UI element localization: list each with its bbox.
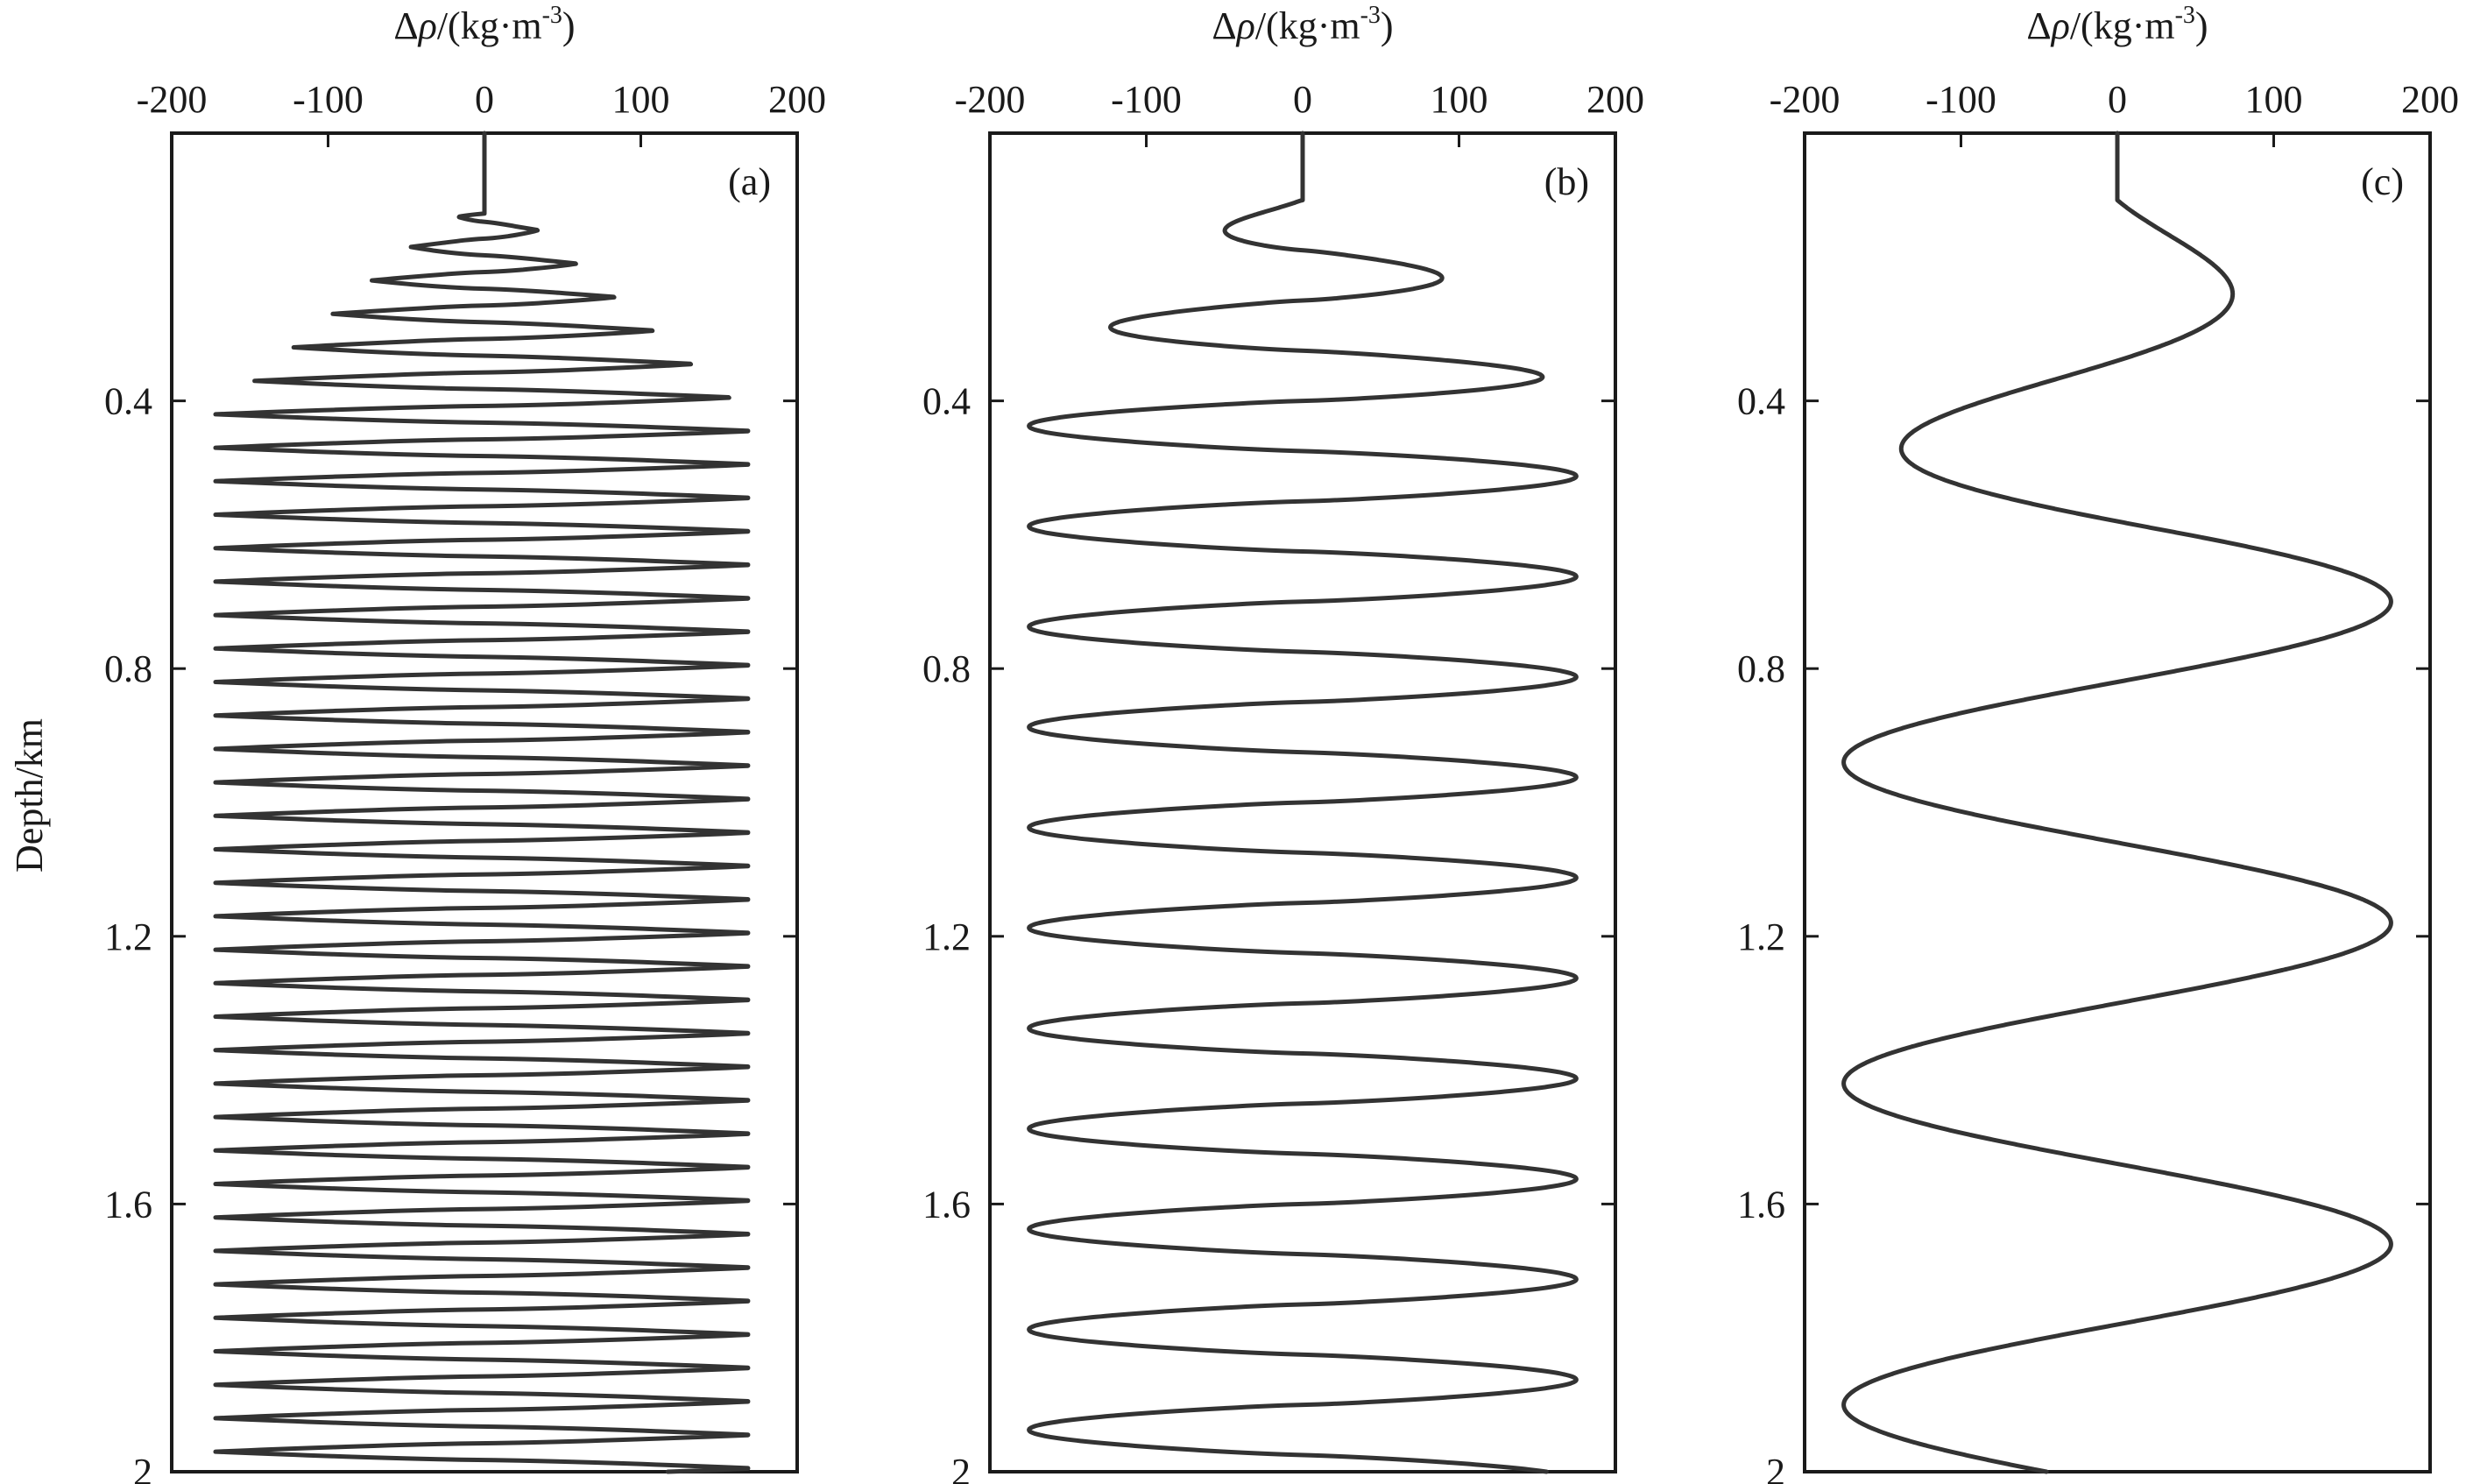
x-tick-label: 0 xyxy=(475,78,494,121)
y-tick-label: 1.6 xyxy=(922,1183,971,1226)
x-tick-label: -200 xyxy=(955,78,1026,121)
x-tick-label: -100 xyxy=(293,78,364,121)
panel-label: (a) xyxy=(728,160,771,203)
x-tick-label: -100 xyxy=(1111,78,1182,121)
y-tick-label: 0.4 xyxy=(104,380,152,423)
density-curve xyxy=(1027,131,1579,1474)
y-tick-label: 1.2 xyxy=(104,915,152,958)
panel-c: -200 -100 0 100 200 0.4 0.8 1.2 1.6 2 Δρ/(kg·m-3) (… xyxy=(1737,2,2459,1484)
x-axis-label: Δρ/(kg·m-3) xyxy=(1212,2,1393,47)
x-tick-label: -200 xyxy=(137,78,208,121)
x-tick-label: 100 xyxy=(1431,78,1488,121)
y-tick-label: 1.6 xyxy=(1737,1183,1785,1226)
x-tick-label: 0 xyxy=(2108,78,2127,121)
density-curve xyxy=(213,131,751,1474)
panel-label: (b) xyxy=(1544,160,1589,203)
y-tick-label: 0.4 xyxy=(1737,380,1785,423)
y-axis-label: Depth/km xyxy=(8,718,51,873)
x-axis-label: Δρ/(kg·m-3) xyxy=(2026,2,2208,47)
x-tick-label: 100 xyxy=(612,78,670,121)
panel-label: (c) xyxy=(2361,160,2404,203)
y-tick-label: 0.4 xyxy=(922,380,971,423)
y-tick-label: 2 xyxy=(133,1451,152,1484)
x-tick-label: 0 xyxy=(1293,78,1312,121)
y-tick-label: 0.8 xyxy=(922,647,971,690)
panel-a: -200 -100 0 100 200 0.4 0.8 1.2 1.6 2 Δρ/(kg·m-3) (… xyxy=(104,2,826,1484)
x-tick-label: 200 xyxy=(1586,78,1644,121)
density-curve xyxy=(1841,131,2393,1474)
y-tick-label: 0.8 xyxy=(1737,647,1785,690)
x-tick-label: 200 xyxy=(2401,78,2459,121)
x-tick-label: -200 xyxy=(1770,78,1841,121)
y-tick-label: 0.8 xyxy=(104,647,152,690)
panel-b: -200 -100 0 100 200 0.4 0.8 1.2 1.6 2 Δρ/(kg·m-3) (… xyxy=(922,2,1644,1484)
y-tick-label: 2 xyxy=(951,1451,971,1484)
y-tick-label: 1.2 xyxy=(922,915,971,958)
x-axis-label: Δρ/(kg·m-3) xyxy=(393,2,575,47)
y-tick-label: 1.6 xyxy=(104,1183,152,1226)
x-tick-label: -100 xyxy=(1925,78,1996,121)
x-tick-label: 100 xyxy=(2245,78,2303,121)
x-tick-label: 200 xyxy=(768,78,826,121)
plot-frame xyxy=(1803,131,2432,1473)
y-tick-label: 1.2 xyxy=(1737,915,1785,958)
y-tick-label: 2 xyxy=(1766,1451,1785,1484)
